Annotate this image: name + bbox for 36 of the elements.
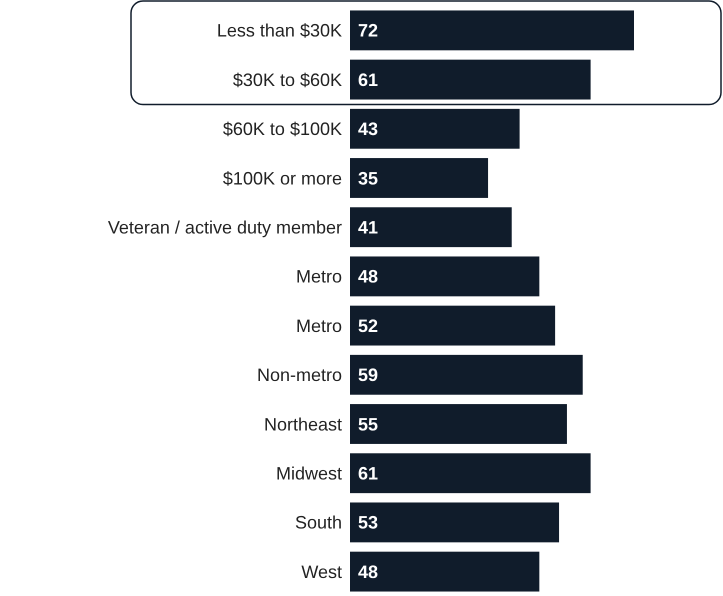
- data-label: 61: [358, 70, 378, 90]
- data-label: 41: [358, 217, 378, 238]
- y-tick-label: West: [301, 562, 342, 582]
- y-tick-label: Metro: [296, 266, 342, 287]
- data-label: 53: [358, 512, 378, 533]
- bar: [350, 10, 634, 50]
- bar: [350, 404, 567, 444]
- y-tick-label: $60K to $100K: [222, 119, 342, 140]
- data-label: 35: [358, 168, 378, 188]
- data-label: 48: [358, 562, 378, 582]
- bar: [350, 502, 560, 542]
- bar: [350, 453, 591, 494]
- data-label: 55: [358, 414, 378, 434]
- y-tick-label: $30K to $60K: [232, 70, 342, 90]
- bar: [350, 60, 591, 100]
- bar: [350, 108, 520, 149]
- y-tick-label: Veteran / active duty member: [108, 217, 342, 238]
- y-tick-label: Midwest: [276, 464, 342, 484]
- bar: [350, 158, 488, 198]
- bar: [350, 552, 540, 592]
- y-tick-label: Metro: [296, 316, 342, 336]
- data-label: 72: [358, 20, 378, 41]
- bar: [350, 256, 540, 296]
- y-tick-label: $100K or more: [222, 168, 342, 188]
- y-tick-label: Less than $30K: [216, 20, 342, 41]
- y-tick-label: South: [294, 512, 342, 533]
- y-tick-label: Non-metro: [256, 365, 342, 386]
- data-label: 48: [358, 266, 378, 287]
- data-label: 52: [358, 316, 378, 336]
- bar: [350, 306, 556, 346]
- y-tick-label: Northeast: [264, 414, 342, 434]
- data-label: 61: [358, 464, 378, 484]
- bar: [350, 207, 512, 248]
- data-label: 59: [358, 365, 378, 386]
- bar: [350, 354, 583, 395]
- data-label: 43: [358, 119, 378, 140]
